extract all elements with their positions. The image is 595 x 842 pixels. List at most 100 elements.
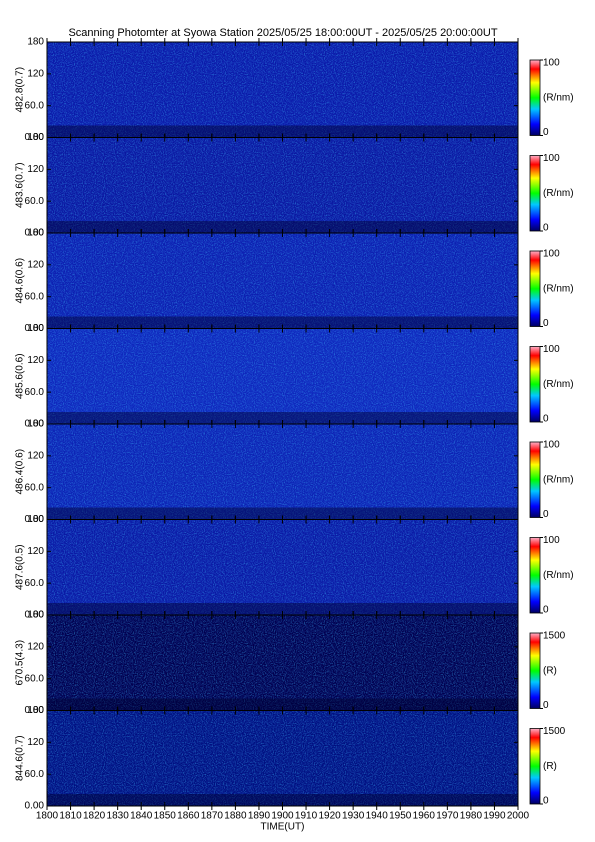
- y-axis-label: 486.4(0.6): [15, 449, 26, 495]
- y-tick-label: 120: [27, 355, 44, 366]
- y-tick-label: 180: [27, 705, 44, 716]
- colorbar-tick-label: 0: [543, 796, 549, 807]
- heatmap-noise: [47, 42, 518, 138]
- colorbar-tick-label: 100: [543, 535, 560, 546]
- y-tick-label: 120: [27, 546, 44, 557]
- y-tick-label: 60.0: [25, 387, 45, 398]
- colorbar: [529, 250, 541, 327]
- y-axis-label: 844.6(0.7): [15, 735, 26, 781]
- colorbar-tick-label: 100: [543, 440, 560, 451]
- colorbar: [529, 59, 541, 136]
- colorbar-tick-label: 100: [543, 58, 560, 69]
- colorbar-tick-label: 0: [543, 127, 549, 138]
- y-tick-label: 60.0: [25, 196, 45, 207]
- y-tick-label: 0.00: [25, 132, 45, 143]
- colorbar-tick-label: 1500: [543, 631, 566, 642]
- y-axis-label: 484.6(0.6): [15, 258, 26, 304]
- x-tick-label: 1860: [177, 811, 200, 822]
- y-tick-label: 0.00: [25, 419, 45, 430]
- y-axis-label: 483.6(0.7): [15, 162, 26, 208]
- y-tick-label: 120: [27, 737, 44, 748]
- heatmap-noise: [47, 615, 518, 711]
- y-tick-label: 180: [27, 228, 44, 239]
- x-tick-label: 1920: [318, 811, 341, 822]
- x-tick-label: 1840: [130, 811, 153, 822]
- colorbar-tick-label: 100: [543, 249, 560, 260]
- y-tick-label: 0.00: [25, 228, 45, 239]
- heatmap-noise: [47, 137, 518, 233]
- colorbar-tick-label: 0: [543, 414, 549, 425]
- colorbar-label: (R/nm): [543, 92, 574, 103]
- y-axis-label: 670.5(4.3): [15, 640, 26, 686]
- y-tick-label: 180: [27, 323, 44, 334]
- x-tick-label: 1800: [36, 811, 59, 822]
- x-tick-label: 2000: [507, 811, 530, 822]
- y-tick-label: 180: [27, 610, 44, 621]
- y-tick-label: 180: [27, 514, 44, 525]
- x-tick-label: 1950: [389, 811, 412, 822]
- y-tick-label: 0.00: [25, 705, 45, 716]
- x-tick-label: 1990: [483, 811, 506, 822]
- y-axis-label: 487.6(0.5): [15, 544, 26, 590]
- y-tick-label: 60.0: [25, 769, 45, 780]
- heatmap-noise: [47, 424, 518, 520]
- colorbar-tick-label: 0: [543, 700, 549, 711]
- y-tick-label: 120: [27, 164, 44, 175]
- y-tick-label: 120: [27, 259, 44, 270]
- y-tick-label: 60.0: [25, 482, 45, 493]
- colorbar-tick-label: 100: [543, 344, 560, 355]
- colorbar-tick-label: 100: [543, 153, 560, 164]
- colorbar: [529, 728, 541, 805]
- y-tick-label: 60.0: [25, 100, 45, 111]
- y-tick-label: 120: [27, 641, 44, 652]
- heatmap-noise: [47, 519, 518, 615]
- colorbar: [529, 346, 541, 423]
- colorbar-tick-label: 0: [543, 318, 549, 329]
- y-tick-label: 0.00: [25, 610, 45, 621]
- y-tick-label: 0.00: [25, 323, 45, 334]
- colorbar-label: (R/nm): [543, 379, 574, 390]
- y-tick-label: 60.0: [25, 578, 45, 589]
- x-tick-label: 1960: [413, 811, 436, 822]
- y-tick-label: 0.00: [25, 801, 45, 812]
- x-tick-label: 1880: [224, 811, 247, 822]
- colorbar: [529, 537, 541, 614]
- y-tick-label: 0.00: [25, 514, 45, 525]
- x-tick-label: 1830: [107, 811, 130, 822]
- colorbar: [529, 441, 541, 518]
- colorbar-tick-label: 0: [543, 605, 549, 616]
- colorbar: [529, 155, 541, 232]
- colorbar-label: (R): [543, 761, 557, 772]
- x-tick-label: 1970: [436, 811, 459, 822]
- colorbar-label: (R/nm): [543, 570, 574, 581]
- chart-title: Scanning Photomter at Syowa Station 2025…: [68, 27, 497, 39]
- x-tick-label: 1980: [460, 811, 483, 822]
- colorbar-tick-label: 0: [543, 223, 549, 234]
- y-tick-label: 60.0: [25, 291, 45, 302]
- y-tick-label: 60.0: [25, 673, 45, 684]
- colorbar-label: (R/nm): [543, 474, 574, 485]
- heatmap-noise: [47, 233, 518, 329]
- y-axis-label: 485.6(0.6): [15, 353, 26, 399]
- x-tick-label: 1940: [366, 811, 389, 822]
- y-tick-label: 180: [27, 419, 44, 430]
- y-tick-label: 120: [27, 450, 44, 461]
- colorbar-tick-label: 0: [543, 509, 549, 520]
- heatmap-noise: [47, 328, 518, 424]
- x-tick-label: 1910: [295, 811, 318, 822]
- y-tick-label: 180: [27, 132, 44, 143]
- x-tick-label: 1810: [59, 811, 82, 822]
- x-tick-label: 1900: [271, 811, 294, 822]
- colorbar-label: (R/nm): [543, 283, 574, 294]
- y-axis-label: 482.8(0.7): [15, 67, 26, 113]
- x-tick-label: 1890: [248, 811, 271, 822]
- x-tick-label: 1850: [154, 811, 177, 822]
- x-tick-label: 1870: [201, 811, 224, 822]
- colorbar: [529, 632, 541, 709]
- colorbar-label: (R): [543, 665, 557, 676]
- x-axis-label: TIME(UT): [261, 822, 305, 833]
- y-tick-label: 180: [27, 37, 44, 48]
- heatmap-noise: [47, 710, 518, 806]
- x-tick-label: 1930: [342, 811, 365, 822]
